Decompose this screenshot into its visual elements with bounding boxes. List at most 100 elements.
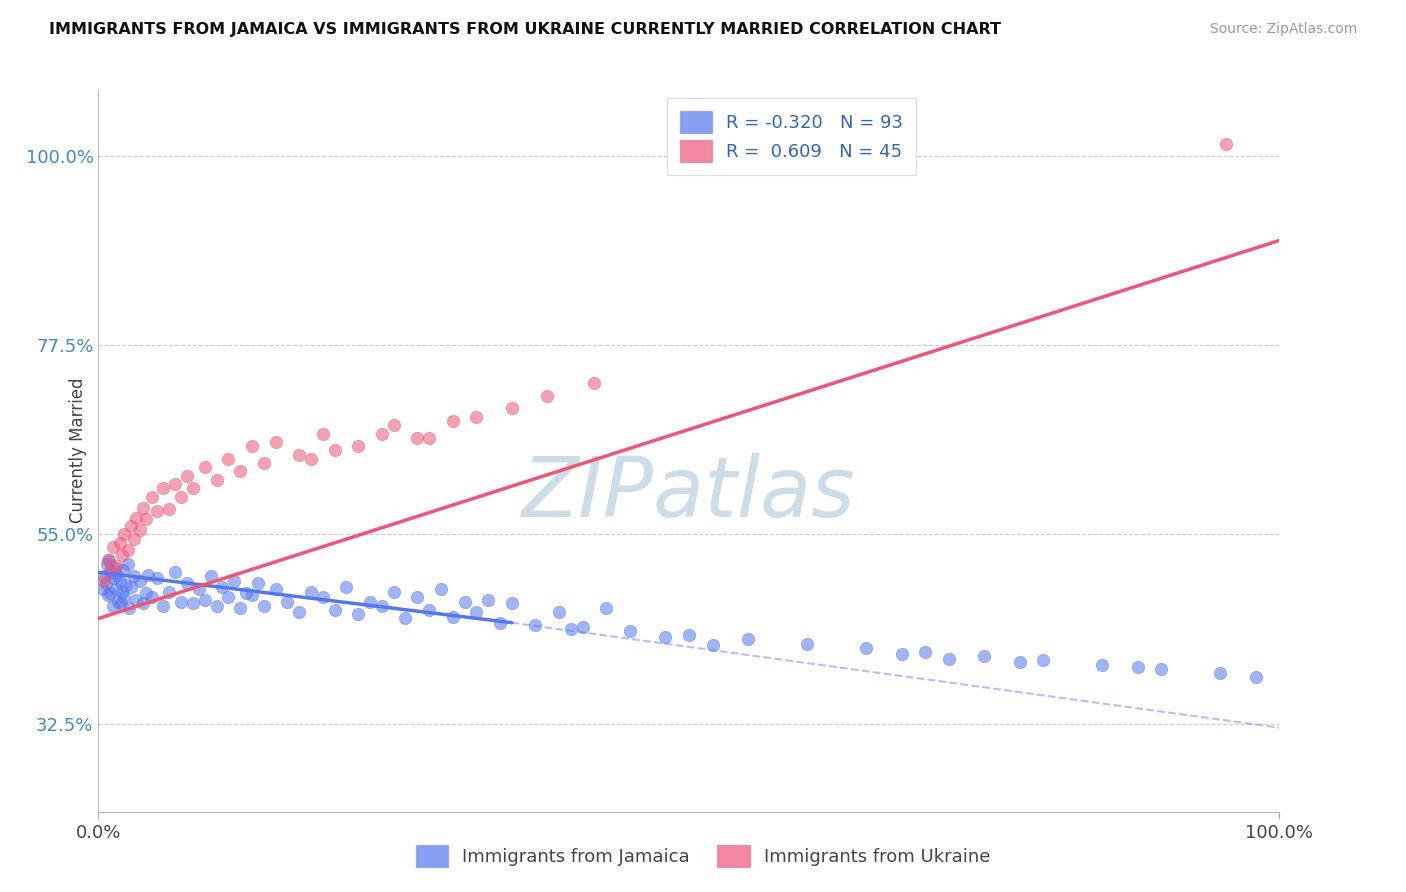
Point <box>347 607 370 622</box>
Point <box>112 527 135 541</box>
Legend: Immigrants from Jamaica, Immigrants from Ukraine: Immigrants from Jamaica, Immigrants from… <box>408 838 998 874</box>
Point <box>914 645 936 659</box>
Y-axis label: Currently Married: Currently Married <box>69 377 87 524</box>
Point <box>465 605 488 619</box>
Point <box>406 431 429 445</box>
Point <box>132 596 155 610</box>
Point <box>122 569 145 583</box>
Point <box>229 465 252 479</box>
Point <box>136 567 159 582</box>
Point <box>118 601 141 615</box>
Point <box>973 649 995 664</box>
Point <box>157 584 180 599</box>
Point <box>187 582 209 596</box>
Point <box>323 443 346 458</box>
Point <box>141 591 163 605</box>
Point <box>571 620 593 634</box>
Point <box>240 439 263 453</box>
Point <box>489 615 512 630</box>
Point <box>152 599 174 613</box>
Point <box>441 609 464 624</box>
Point <box>382 418 405 433</box>
Point <box>477 593 499 607</box>
Point <box>157 502 180 516</box>
Point <box>101 599 124 613</box>
Point <box>141 490 163 504</box>
Text: Source: ZipAtlas.com: Source: ZipAtlas.com <box>1209 22 1357 37</box>
Point <box>108 574 131 588</box>
Point <box>132 500 155 515</box>
Point <box>1126 660 1149 674</box>
Point <box>1209 666 1232 681</box>
Point <box>105 567 128 582</box>
Point <box>165 566 187 580</box>
Point <box>264 435 287 450</box>
Point <box>111 549 134 563</box>
Point <box>135 512 157 526</box>
Point <box>382 584 405 599</box>
Point <box>98 563 121 577</box>
Point <box>100 566 122 580</box>
Point <box>111 584 134 599</box>
Point <box>264 582 287 596</box>
Point <box>117 557 139 571</box>
Point <box>181 481 204 495</box>
Point <box>796 637 818 651</box>
Point <box>890 647 912 661</box>
Point <box>418 603 440 617</box>
Point <box>104 561 127 575</box>
Point <box>224 574 246 588</box>
Point <box>418 431 440 445</box>
Point <box>98 552 121 566</box>
Point <box>465 409 488 424</box>
Point <box>194 460 217 475</box>
Point <box>170 490 193 504</box>
Point <box>654 630 676 644</box>
Point <box>1215 136 1237 151</box>
Point <box>114 578 136 592</box>
Point <box>299 451 322 466</box>
Point <box>288 605 311 619</box>
Point <box>276 595 298 609</box>
Point <box>176 468 198 483</box>
Point <box>524 618 547 632</box>
Point <box>93 569 115 583</box>
Point <box>121 580 143 594</box>
Point <box>235 586 257 600</box>
Point <box>117 542 139 557</box>
Point <box>938 652 960 666</box>
Point <box>335 580 357 594</box>
Point <box>146 504 169 518</box>
Point <box>441 414 464 428</box>
Point <box>107 595 129 609</box>
Point <box>128 574 150 588</box>
Point <box>176 576 198 591</box>
Point <box>105 559 128 574</box>
Point <box>125 593 148 607</box>
Point <box>595 601 617 615</box>
Point <box>1032 653 1054 667</box>
Point <box>112 563 135 577</box>
Point <box>229 601 252 615</box>
Point <box>211 580 233 594</box>
Point <box>152 481 174 495</box>
Point <box>394 611 416 625</box>
Point <box>205 473 228 487</box>
Point <box>217 591 239 605</box>
Point <box>1091 657 1114 672</box>
Point <box>501 401 523 416</box>
Point <box>430 582 453 596</box>
Point <box>737 632 759 647</box>
Point <box>246 576 269 591</box>
Point <box>312 591 335 605</box>
Text: IMMIGRANTS FROM JAMAICA VS IMMIGRANTS FROM UKRAINE CURRENTLY MARRIED CORRELATION: IMMIGRANTS FROM JAMAICA VS IMMIGRANTS FR… <box>49 22 1001 37</box>
Point <box>371 426 394 441</box>
Point <box>1150 662 1173 676</box>
Point <box>501 596 523 610</box>
Point <box>678 628 700 642</box>
Point <box>619 624 641 639</box>
Point <box>200 569 222 583</box>
Point <box>135 586 157 600</box>
Point <box>323 603 346 617</box>
Point <box>181 596 204 610</box>
